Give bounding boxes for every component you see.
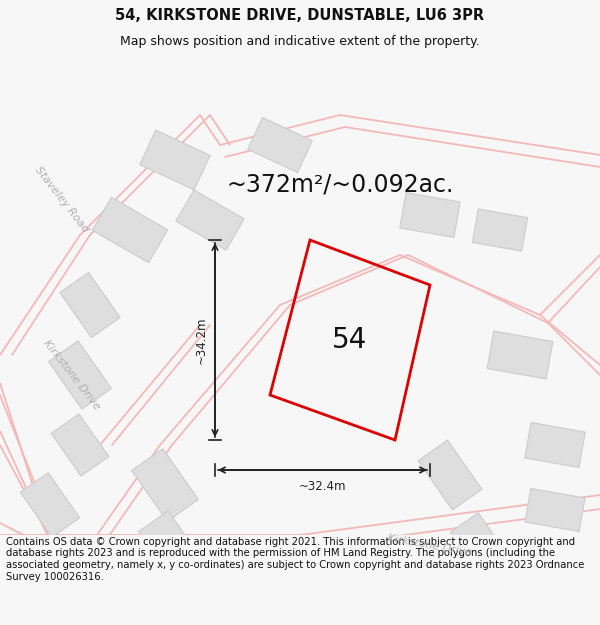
Polygon shape <box>139 511 202 579</box>
Polygon shape <box>60 272 120 338</box>
Text: Kirkstone Drive: Kirkstone Drive <box>387 532 473 558</box>
Text: Map shows position and indicative extent of the property.: Map shows position and indicative extent… <box>120 35 480 48</box>
Text: ~34.2m: ~34.2m <box>194 316 208 364</box>
Polygon shape <box>49 341 112 409</box>
Polygon shape <box>487 331 553 379</box>
Text: Staveley Road: Staveley Road <box>33 165 91 235</box>
Polygon shape <box>20 472 80 538</box>
Polygon shape <box>451 512 509 578</box>
Polygon shape <box>248 118 313 172</box>
Polygon shape <box>400 192 460 238</box>
Text: ~32.4m: ~32.4m <box>299 479 346 492</box>
Polygon shape <box>51 414 109 476</box>
Polygon shape <box>176 190 244 250</box>
Text: Contains OS data © Crown copyright and database right 2021. This information is : Contains OS data © Crown copyright and d… <box>6 537 584 582</box>
Polygon shape <box>131 449 199 521</box>
Polygon shape <box>418 440 482 510</box>
Polygon shape <box>525 489 585 531</box>
Polygon shape <box>140 130 210 190</box>
Text: 54, KIRKSTONE DRIVE, DUNSTABLE, LU6 3PR: 54, KIRKSTONE DRIVE, DUNSTABLE, LU6 3PR <box>115 8 485 23</box>
Polygon shape <box>525 422 585 468</box>
Text: Kirkstone Drive: Kirkstone Drive <box>42 338 102 412</box>
Text: 54: 54 <box>332 326 368 354</box>
Polygon shape <box>472 209 527 251</box>
Polygon shape <box>92 198 167 262</box>
Text: ~372m²/~0.092ac.: ~372m²/~0.092ac. <box>226 173 454 197</box>
